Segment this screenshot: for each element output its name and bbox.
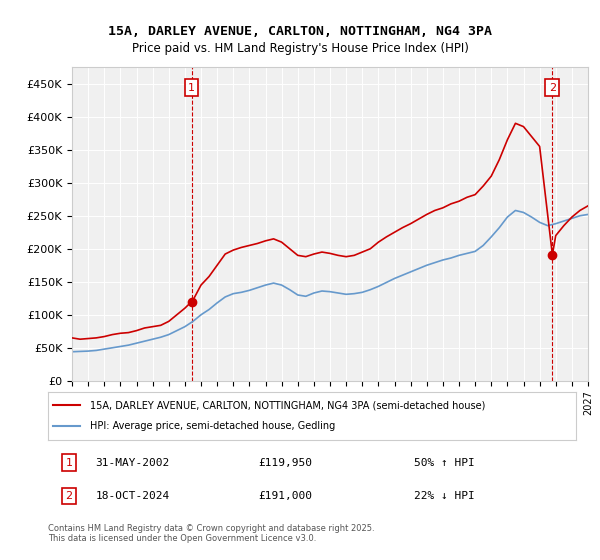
- Text: 1: 1: [188, 82, 195, 92]
- Text: 22% ↓ HPI: 22% ↓ HPI: [413, 491, 475, 501]
- Text: HPI: Average price, semi-detached house, Gedling: HPI: Average price, semi-detached house,…: [90, 421, 335, 431]
- Text: 31-MAY-2002: 31-MAY-2002: [95, 458, 170, 468]
- Text: Price paid vs. HM Land Registry's House Price Index (HPI): Price paid vs. HM Land Registry's House …: [131, 42, 469, 55]
- Text: 18-OCT-2024: 18-OCT-2024: [95, 491, 170, 501]
- Text: 2: 2: [549, 82, 556, 92]
- Text: Contains HM Land Registry data © Crown copyright and database right 2025.
This d: Contains HM Land Registry data © Crown c…: [48, 524, 374, 543]
- Text: 15A, DARLEY AVENUE, CARLTON, NOTTINGHAM, NG4 3PA (semi-detached house): 15A, DARLEY AVENUE, CARLTON, NOTTINGHAM,…: [90, 400, 485, 410]
- Text: 15A, DARLEY AVENUE, CARLTON, NOTTINGHAM, NG4 3PA: 15A, DARLEY AVENUE, CARLTON, NOTTINGHAM,…: [108, 25, 492, 38]
- Text: 2: 2: [65, 491, 73, 501]
- Text: 1: 1: [65, 458, 73, 468]
- Text: £191,000: £191,000: [259, 491, 313, 501]
- Text: 50% ↑ HPI: 50% ↑ HPI: [413, 458, 475, 468]
- Text: £119,950: £119,950: [259, 458, 313, 468]
